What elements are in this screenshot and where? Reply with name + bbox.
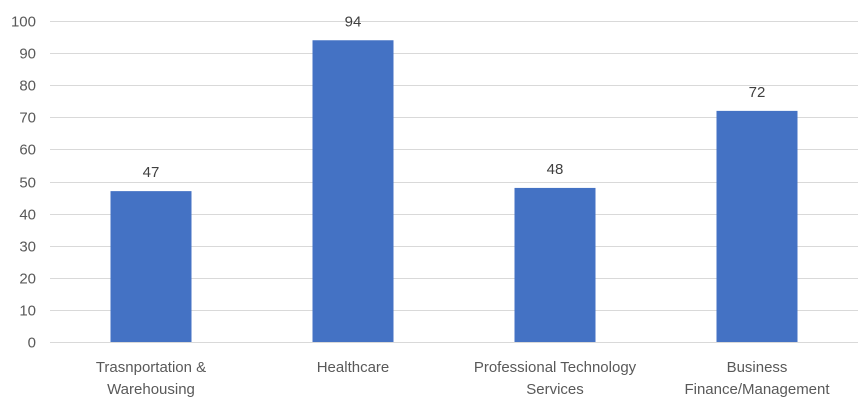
x-category-label-line: Finance/Management [684,381,830,398]
x-category-label-line: Services [526,381,584,398]
x-category-label-line: Trasnportation & [96,359,206,376]
y-tick-label: 90 [19,46,36,63]
data-label: 47 [143,164,160,181]
bar [312,40,394,342]
y-tick-label: 0 [28,335,36,352]
y-tick-label: 20 [19,271,36,288]
x-category-label: Business Finance/Management [684,359,830,398]
y-tick-label: 70 [19,110,36,127]
data-label: 48 [547,161,564,178]
x-category-label-line: Business [727,359,788,376]
data-labels: 47 94 48 72 [143,13,766,181]
bar [716,110,798,342]
bar [514,187,596,342]
data-label: 94 [345,13,362,30]
bars [110,40,798,342]
x-category-label: Healthcare [317,359,390,376]
y-axis-ticks: 0 10 20 30 40 50 60 70 80 90 100 [11,14,36,352]
y-tick-label: 50 [19,175,36,192]
x-category-label: Trasnportation & Warehousing [96,359,206,398]
bar [110,191,192,342]
y-tick-label: 40 [19,207,36,224]
x-category-label-line: Warehousing [107,381,195,398]
y-tick-label: 60 [19,142,36,159]
x-category-label: Professional Technology Services [474,359,637,398]
x-category-label-line: Healthcare [317,359,390,376]
y-tick-label: 30 [19,239,36,256]
x-category-label-line: Professional Technology [474,359,637,376]
data-label: 72 [749,84,766,101]
y-tick-label: 100 [11,14,36,31]
x-axis-categories: Trasnportation & Warehousing Healthcare Pro… [96,359,831,398]
y-tick-label: 10 [19,303,36,320]
y-tick-label: 80 [19,78,36,95]
